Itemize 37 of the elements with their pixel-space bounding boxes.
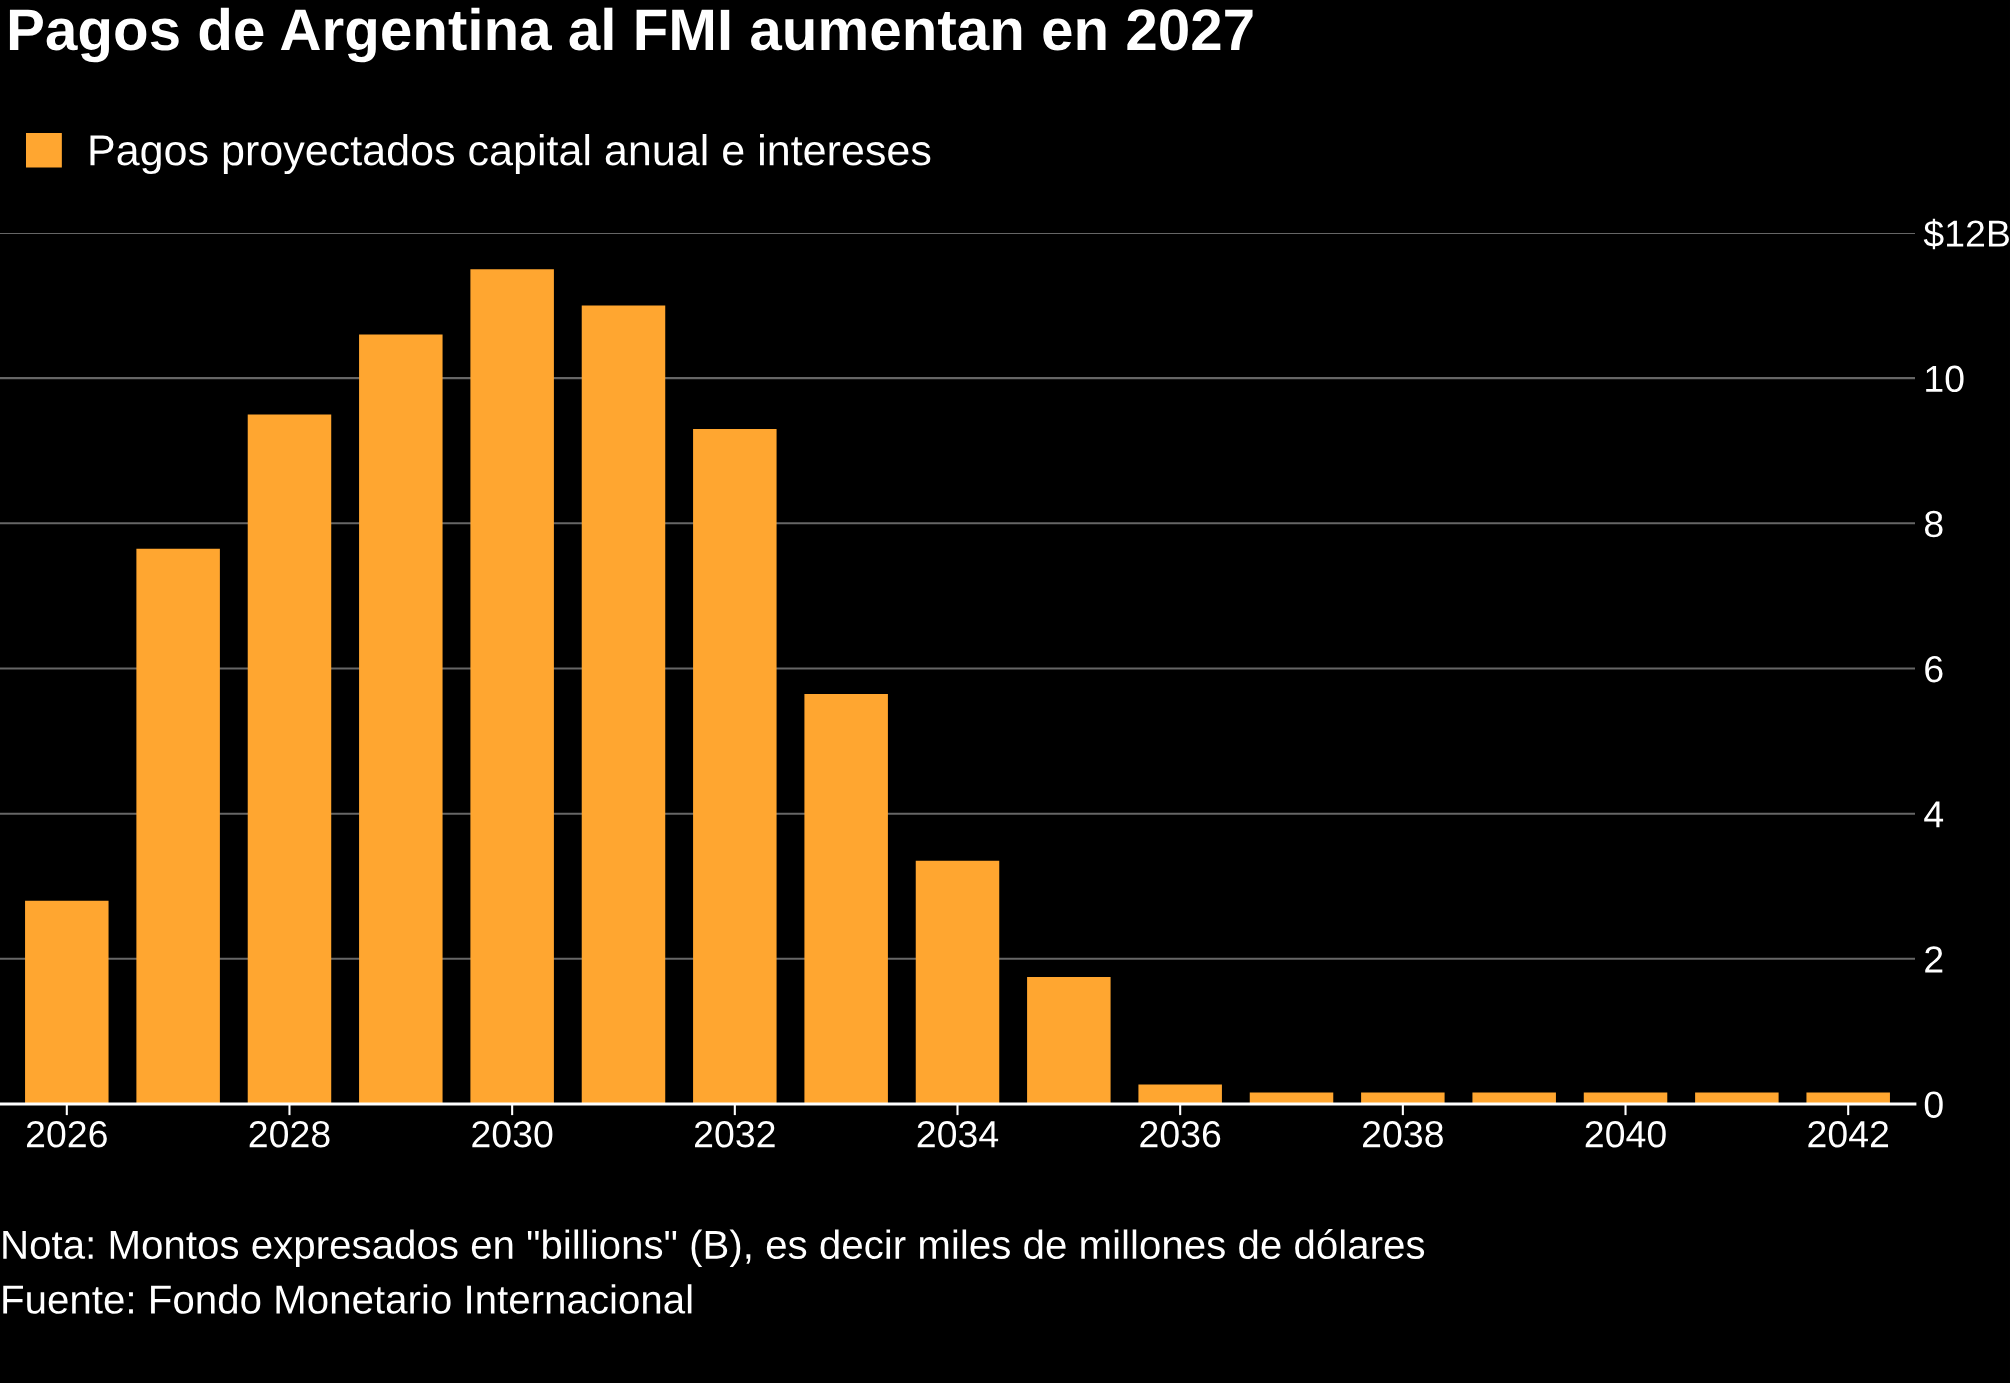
bar	[1249, 1092, 1334, 1104]
bar	[693, 428, 777, 1104]
bar	[359, 334, 443, 1104]
bar	[581, 305, 666, 1104]
y-tick-label: 0	[1924, 1091, 1943, 1118]
x-tick-label: 2026	[26, 1120, 107, 1148]
text: Nota: Montos expresados en "billions" (B), es decir miles de millones de dólares	[3, 1228, 1425, 1268]
y-tick-label: 10	[1926, 365, 1964, 393]
bar	[1695, 1092, 1779, 1104]
x-tick-label: 2032	[695, 1120, 775, 1148]
bar	[1806, 1092, 1890, 1104]
x-tick-label: 2034	[917, 1120, 999, 1148]
x-tick-label: 2042	[1808, 1120, 1889, 1148]
y-tick-label: 4	[1924, 801, 1944, 828]
bar	[1027, 976, 1111, 1104]
bar	[915, 860, 1000, 1104]
x-tick-label: 2040	[1585, 1120, 1666, 1148]
bar	[804, 693, 888, 1104]
bar	[247, 414, 332, 1104]
y-tick-label: 6	[1925, 655, 1943, 683]
bar	[1138, 1084, 1222, 1104]
bar	[1583, 1092, 1668, 1104]
x-tick-label: 2028	[249, 1120, 330, 1148]
bar	[25, 900, 109, 1104]
y-tick-label: $12B	[1923, 218, 2009, 250]
bar	[470, 269, 554, 1104]
source-note: Fuente: Fondo Monetario Internacional	[3, 1284, 692, 1314]
legend-label: Pagos proyectados capital anual e intereses	[90, 133, 931, 175]
x-tick-label: 2030	[472, 1120, 553, 1148]
chart-title: Pagos de Argentina al FMI aumentan en 2027	[9, 7, 1253, 63]
bar	[1472, 1092, 1556, 1104]
x-tick-label: 2036	[1140, 1120, 1221, 1148]
bar	[136, 548, 220, 1104]
y-tick-label: 8	[1924, 510, 1943, 538]
x-tick-label: 2038	[1363, 1120, 1443, 1148]
bar	[1361, 1092, 1445, 1104]
y-tick-label: 2	[1925, 946, 1943, 973]
